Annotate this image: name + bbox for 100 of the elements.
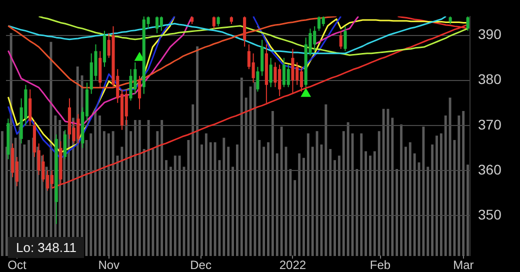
candlestick <box>252 52 255 84</box>
y-tick-label: 360 <box>478 161 502 178</box>
bar <box>227 146 230 256</box>
bar <box>448 98 452 256</box>
candlestick <box>64 129 67 160</box>
bar <box>436 136 438 256</box>
bar <box>404 146 407 256</box>
y-tick-label: 350 <box>478 206 502 222</box>
bar <box>134 120 136 256</box>
bar <box>431 144 434 256</box>
candlestick <box>28 88 32 126</box>
bar <box>178 156 181 256</box>
bar <box>324 104 328 256</box>
x-tick-label: Dec <box>190 258 212 272</box>
bar <box>426 166 430 256</box>
bar <box>294 180 296 256</box>
bar <box>240 78 243 256</box>
bar <box>289 169 292 256</box>
candlestick <box>256 66 260 92</box>
bar <box>267 142 270 256</box>
bar <box>112 131 114 256</box>
candlestick <box>317 16 321 32</box>
candlestick <box>129 68 132 102</box>
y-tick-label: 370 <box>478 116 502 132</box>
bar <box>346 122 350 256</box>
bar <box>334 160 336 256</box>
bar <box>306 133 310 256</box>
bar <box>396 169 398 256</box>
candlestick <box>322 16 325 27</box>
bar <box>236 144 238 256</box>
bar <box>102 131 106 256</box>
y-tick-label: 380 <box>478 71 502 88</box>
bar <box>356 169 358 256</box>
bar <box>373 151 376 256</box>
annotation: Lo: 348.11 <box>8 237 84 258</box>
candlestick <box>291 48 294 94</box>
bar <box>232 166 234 256</box>
bar <box>364 151 368 256</box>
bar <box>271 111 274 256</box>
bar <box>138 120 141 256</box>
x-tick-label: Oct <box>8 258 27 272</box>
candlestick <box>160 16 163 32</box>
bar <box>280 126 283 256</box>
bar <box>130 131 132 256</box>
bar <box>244 98 248 256</box>
bar <box>462 111 465 256</box>
candlestick <box>212 16 216 30</box>
bar <box>440 133 442 256</box>
candlestick <box>300 66 304 92</box>
bar <box>1 131 4 256</box>
candlestick <box>124 88 128 126</box>
bar <box>174 156 176 256</box>
x-tick-label: 2022 <box>279 258 306 272</box>
candlestick <box>466 16 470 32</box>
bar <box>408 142 412 256</box>
candlestick <box>269 57 272 88</box>
bar <box>329 148 332 256</box>
bar <box>142 148 146 256</box>
bar <box>165 160 168 256</box>
bar <box>214 142 216 256</box>
candlestick <box>344 26 347 52</box>
bar <box>338 156 340 256</box>
bar <box>160 120 164 256</box>
bar <box>169 166 172 256</box>
bar <box>276 153 278 256</box>
candlestick <box>138 75 142 110</box>
candlestick <box>243 16 246 48</box>
bar <box>107 133 110 256</box>
candlestick <box>216 16 220 27</box>
bar <box>125 120 128 256</box>
bar <box>302 158 305 256</box>
bar <box>85 140 88 256</box>
candlestick <box>76 114 80 144</box>
bar <box>298 153 301 256</box>
x-tick-label: Nov <box>98 258 120 272</box>
bar <box>254 82 256 256</box>
x-tick-label: Mar <box>453 258 474 272</box>
bar <box>444 116 447 256</box>
bar <box>94 111 97 256</box>
bar <box>147 120 150 256</box>
bar <box>90 133 92 256</box>
bar <box>422 126 425 256</box>
bar <box>187 140 190 256</box>
candlestick <box>274 62 277 88</box>
bar <box>222 138 226 256</box>
bar <box>413 153 416 256</box>
bar <box>192 104 194 256</box>
bar <box>360 133 363 256</box>
bar <box>320 144 323 256</box>
bar <box>258 140 261 256</box>
bar <box>200 144 203 256</box>
bar <box>400 124 402 256</box>
candlestick <box>339 30 342 50</box>
bar <box>342 131 345 256</box>
bar <box>391 118 394 256</box>
bar <box>466 164 470 256</box>
candlestick <box>155 16 159 34</box>
bar <box>378 131 380 256</box>
bar <box>209 142 212 256</box>
bar <box>98 116 101 256</box>
